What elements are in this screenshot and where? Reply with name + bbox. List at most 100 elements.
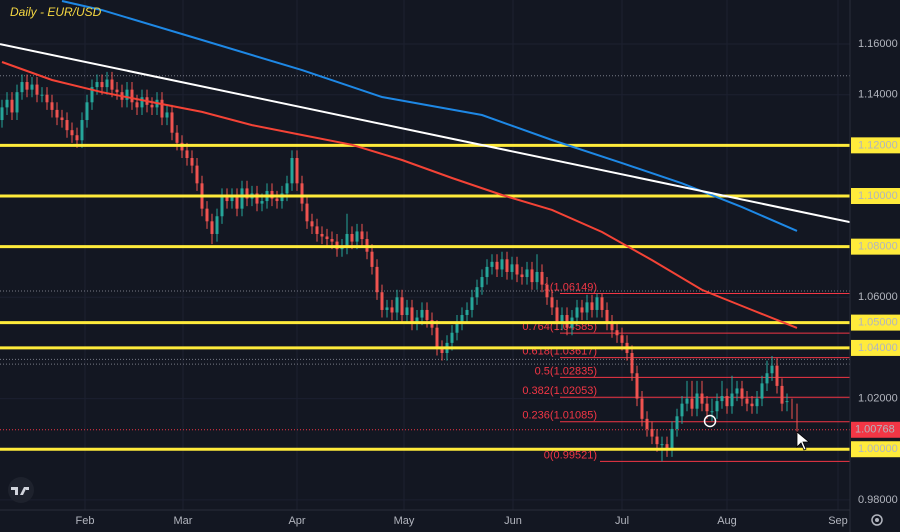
candle-body	[645, 418, 649, 429]
candle-body	[45, 94, 49, 103]
candle-body	[450, 332, 454, 343]
candle-body	[440, 347, 444, 353]
annotation-circle	[703, 414, 717, 428]
candle-body	[660, 444, 664, 446]
candle-body	[475, 287, 479, 298]
cursor	[796, 431, 811, 451]
candle-body	[205, 208, 209, 222]
candle-body	[725, 396, 729, 407]
candle-body	[640, 398, 644, 419]
candle-body	[300, 183, 304, 204]
candle-body	[150, 104, 154, 108]
candle-body	[70, 130, 74, 136]
candle-body	[60, 117, 64, 121]
candle-body	[390, 307, 394, 313]
candle-body	[610, 322, 614, 331]
candle-body	[495, 261, 499, 270]
candle-body	[520, 274, 524, 278]
candle-body	[140, 97, 144, 108]
price-highlight	[851, 187, 900, 204]
candle-body	[785, 401, 789, 403]
candle-body	[730, 393, 734, 407]
y-tick-label: 1.05000	[858, 317, 898, 329]
candle-body	[685, 398, 689, 404]
candle-body	[675, 416, 679, 429]
plot-area: 1(1.06149)0.764(1.04585)0.618(1.03617)0.…	[0, 0, 850, 462]
candle-body	[535, 271, 539, 283]
candle-body	[175, 132, 179, 143]
logo	[8, 477, 34, 503]
candle-body	[255, 193, 259, 204]
candle-body	[330, 239, 334, 242]
candle-body	[170, 112, 174, 133]
candle-body	[400, 297, 404, 316]
price-highlight	[851, 238, 900, 255]
candle-body	[490, 261, 494, 267]
candle-body	[740, 388, 744, 399]
candle-body	[405, 307, 409, 316]
candle-body	[285, 183, 289, 194]
y-tick-label: 0.98000	[858, 494, 898, 506]
candle-body	[75, 135, 79, 141]
candle-body	[600, 297, 604, 310]
candle-body	[220, 195, 224, 217]
x-tick-label: Aug	[717, 515, 737, 527]
candle-body	[240, 188, 244, 209]
candle-body	[775, 365, 779, 386]
candle-body	[415, 317, 419, 323]
candle-body	[700, 393, 704, 404]
candle-body	[125, 89, 129, 100]
x-tick-label: Mar	[174, 515, 193, 527]
candle-body	[105, 79, 109, 88]
candle-body	[580, 307, 584, 313]
candle-body	[90, 87, 94, 103]
candle-body	[35, 84, 39, 95]
candle-body	[375, 266, 379, 293]
candle-body	[745, 398, 749, 404]
candle-body	[305, 203, 309, 222]
candle-body	[500, 259, 504, 270]
candle-body	[460, 315, 464, 323]
x-tick-label: Jul	[615, 515, 629, 527]
candle-body	[370, 251, 374, 267]
axis: 1.16000 1.14000 1.12000 1.10000 1.08000 1.060…	[76, 38, 900, 527]
candle-body	[525, 269, 529, 278]
candle-body	[25, 82, 29, 90]
candle-body	[230, 195, 234, 202]
candle-body	[290, 158, 294, 184]
candle-body	[15, 92, 19, 113]
candle-body	[10, 99, 14, 113]
x-tick-label: Feb	[76, 515, 95, 527]
candle-body	[425, 309, 429, 321]
candle-body	[760, 383, 764, 399]
candle-body	[135, 102, 139, 108]
y-tick-label: 1.00000	[858, 443, 898, 455]
y-tick-label: 1.14000	[858, 89, 898, 101]
candle-body	[420, 309, 424, 318]
candle-body	[165, 112, 169, 118]
y-tick-label: 1.04000	[858, 342, 898, 354]
price-highlight	[851, 314, 900, 331]
price-highlight	[851, 339, 900, 356]
candle-body	[310, 221, 314, 227]
overlay-line	[1, 61, 798, 329]
x-tick-label: Sep	[828, 515, 848, 527]
candle-body	[20, 82, 24, 93]
candle-body	[65, 120, 69, 131]
candle-body	[195, 165, 199, 184]
candle-body	[465, 309, 469, 316]
candle-body	[780, 385, 784, 404]
candle-body	[755, 398, 759, 407]
candle-body	[530, 269, 534, 283]
candle-body	[55, 109, 59, 118]
candle-body	[750, 403, 754, 407]
fib-label: 0.382(1.02053)	[522, 385, 597, 397]
x-tick-label: Jun	[504, 515, 522, 527]
settings-icon[interactable]	[871, 514, 883, 526]
candle-body	[595, 297, 599, 310]
candle-body	[710, 411, 714, 413]
candle-body	[260, 201, 264, 204]
candle-body	[515, 264, 519, 275]
